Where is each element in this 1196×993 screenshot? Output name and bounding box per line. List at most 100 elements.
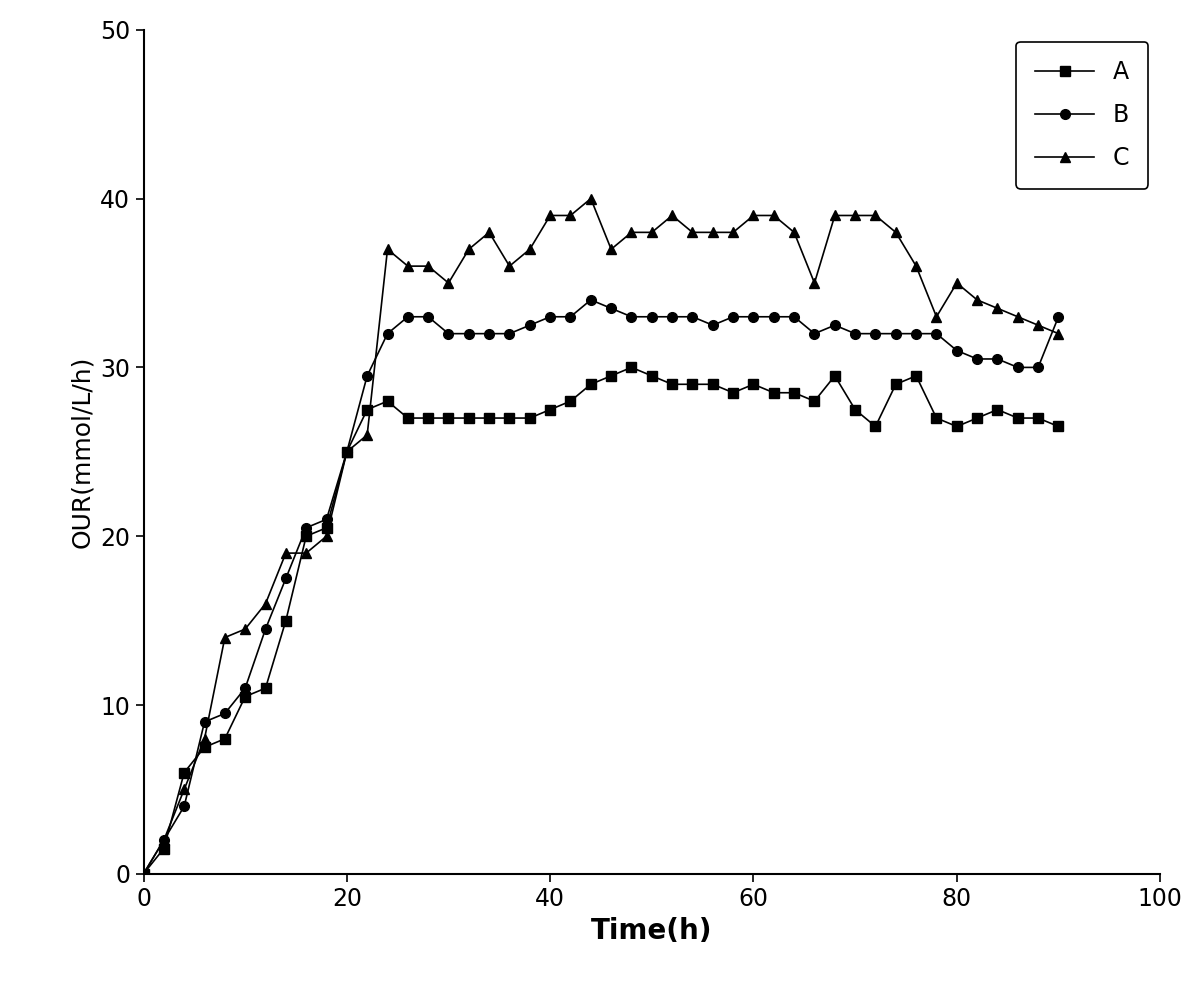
B — [584, 294, 598, 306]
C — [482, 226, 496, 238]
B — [767, 311, 781, 323]
C — [950, 277, 964, 289]
C — [624, 226, 639, 238]
B — [299, 522, 313, 534]
A — [624, 361, 639, 373]
A — [929, 412, 944, 424]
C — [218, 632, 232, 643]
B — [218, 707, 232, 719]
A — [645, 370, 659, 382]
C — [319, 530, 334, 542]
B — [807, 328, 822, 340]
A — [990, 403, 1005, 415]
B — [238, 682, 252, 694]
A — [787, 386, 801, 398]
A — [299, 530, 313, 542]
B — [462, 328, 476, 340]
A — [563, 395, 578, 407]
B — [1011, 361, 1025, 373]
B — [279, 572, 293, 584]
C — [807, 277, 822, 289]
A — [1011, 412, 1025, 424]
A — [767, 386, 781, 398]
C — [421, 260, 435, 272]
A — [848, 403, 862, 415]
C — [523, 243, 537, 255]
C — [136, 868, 151, 880]
C — [685, 226, 700, 238]
C — [502, 260, 517, 272]
A — [807, 395, 822, 407]
A — [279, 615, 293, 627]
B — [970, 354, 984, 365]
B — [380, 328, 395, 340]
B — [441, 328, 456, 340]
B — [563, 311, 578, 323]
B — [787, 311, 801, 323]
C — [299, 547, 313, 559]
C — [665, 210, 679, 221]
C — [197, 733, 212, 745]
Line: C: C — [139, 194, 1063, 879]
B — [706, 320, 720, 332]
B — [502, 328, 517, 340]
C — [828, 210, 842, 221]
A — [360, 403, 374, 415]
C — [929, 311, 944, 323]
B — [197, 716, 212, 728]
C — [1031, 320, 1045, 332]
A — [706, 378, 720, 390]
B — [421, 311, 435, 323]
Line: B: B — [139, 295, 1063, 879]
C — [238, 624, 252, 636]
B — [726, 311, 740, 323]
C — [868, 210, 883, 221]
B — [665, 311, 679, 323]
B — [1051, 311, 1066, 323]
B — [685, 311, 700, 323]
A — [482, 412, 496, 424]
B — [319, 513, 334, 525]
C — [258, 598, 273, 610]
A — [441, 412, 456, 424]
A — [319, 522, 334, 534]
A — [746, 378, 761, 390]
C — [401, 260, 415, 272]
B — [258, 624, 273, 636]
A — [1031, 412, 1045, 424]
C — [604, 243, 618, 255]
C — [441, 277, 456, 289]
C — [462, 243, 476, 255]
B — [157, 834, 171, 846]
C — [584, 193, 598, 205]
A — [340, 446, 354, 458]
B — [950, 345, 964, 356]
C — [746, 210, 761, 221]
C — [848, 210, 862, 221]
Y-axis label: OUR(mmol/L/h): OUR(mmol/L/h) — [71, 355, 94, 548]
B — [401, 311, 415, 323]
B — [848, 328, 862, 340]
A — [157, 842, 171, 854]
B — [929, 328, 944, 340]
C — [1011, 311, 1025, 323]
C — [543, 210, 557, 221]
C — [767, 210, 781, 221]
A — [502, 412, 517, 424]
B — [340, 446, 354, 458]
C — [726, 226, 740, 238]
C — [706, 226, 720, 238]
A — [726, 386, 740, 398]
C — [787, 226, 801, 238]
C — [279, 547, 293, 559]
A — [523, 412, 537, 424]
B — [523, 320, 537, 332]
A — [685, 378, 700, 390]
B — [360, 370, 374, 382]
B — [136, 868, 151, 880]
C — [360, 429, 374, 441]
B — [482, 328, 496, 340]
A — [970, 412, 984, 424]
A — [462, 412, 476, 424]
A — [543, 403, 557, 415]
